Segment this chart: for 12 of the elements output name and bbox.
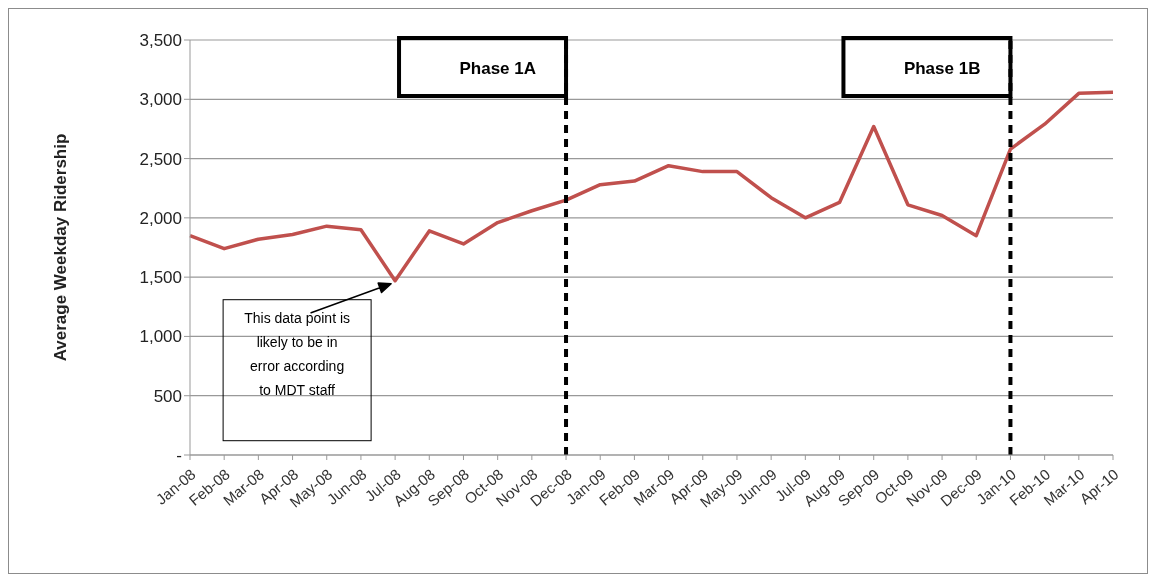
y-tick-label: 1,000 — [139, 327, 182, 347]
y-tick-label: 2,000 — [139, 208, 182, 228]
ref-line-label: Phase 1B — [903, 59, 981, 79]
y-tick-label: 3,500 — [139, 31, 182, 51]
y-tick-label: 1,500 — [139, 268, 182, 288]
y-axis-title: Average Weekday Ridership — [51, 133, 71, 362]
y-tick-label: 500 — [153, 386, 182, 406]
y-tick-label: 2,500 — [139, 149, 182, 169]
annotation: This data point is likely to be in error according to MDT staff — [243, 308, 352, 400]
y-tick-label: - — [176, 446, 182, 466]
y-tick-label: 3,000 — [139, 90, 182, 110]
ref-line-label: Phase 1A — [459, 59, 537, 79]
